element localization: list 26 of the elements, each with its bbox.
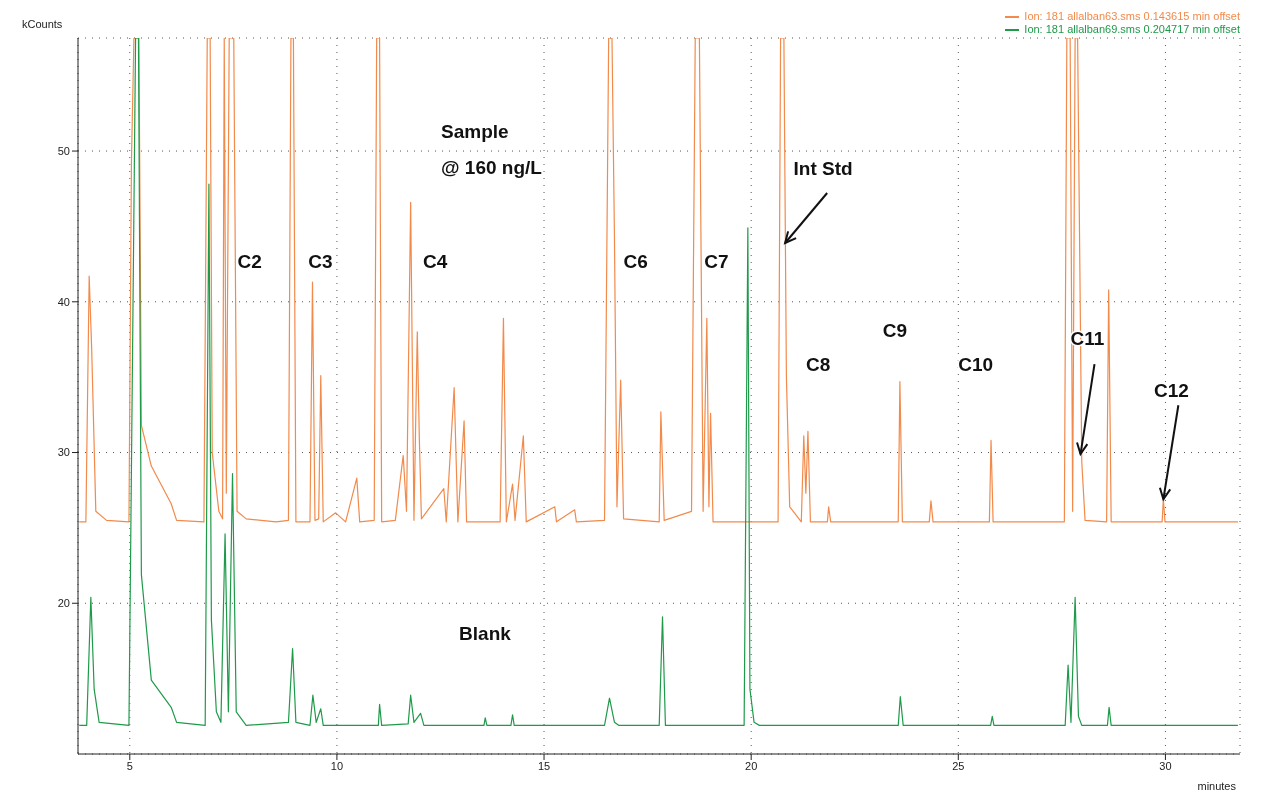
x-tick-label: 5	[126, 759, 133, 772]
annotation: C4	[422, 250, 448, 272]
y-tick-label: 30	[57, 446, 70, 459]
annotation: C12	[1153, 379, 1189, 401]
y-tick-label: 50	[57, 144, 70, 157]
legend-label: Ion: 181 allalban69.sms 0.204717 min offset	[1023, 23, 1240, 36]
annotation: C6	[623, 250, 648, 272]
annotation: C3	[308, 250, 333, 272]
x-tick-label: 20	[745, 759, 758, 772]
annotation: Blank	[459, 622, 512, 644]
annotation: Sample @ 160 ng/L	[441, 120, 543, 178]
legend-label: Ion: 181 allalban63.sms 0.143615 min offset	[1023, 10, 1240, 23]
annotation: C2	[237, 250, 262, 272]
annotation: C10	[958, 353, 994, 375]
x-tick-label: 10	[330, 759, 344, 772]
annotation: C9	[882, 319, 908, 341]
x-tick-label: 15	[537, 759, 551, 772]
annotation: Int Std	[793, 157, 853, 179]
annotation: C8	[805, 353, 831, 375]
x-tick-label: 30	[1159, 759, 1172, 772]
x-tick-label: 25	[952, 759, 965, 772]
y-tick-label: 40	[57, 295, 70, 308]
annotation: C7	[704, 250, 729, 272]
y-axis-title: kCounts	[22, 18, 63, 30]
x-axis-title: minutes	[1197, 780, 1237, 792]
y-tick-label: 20	[57, 597, 70, 610]
